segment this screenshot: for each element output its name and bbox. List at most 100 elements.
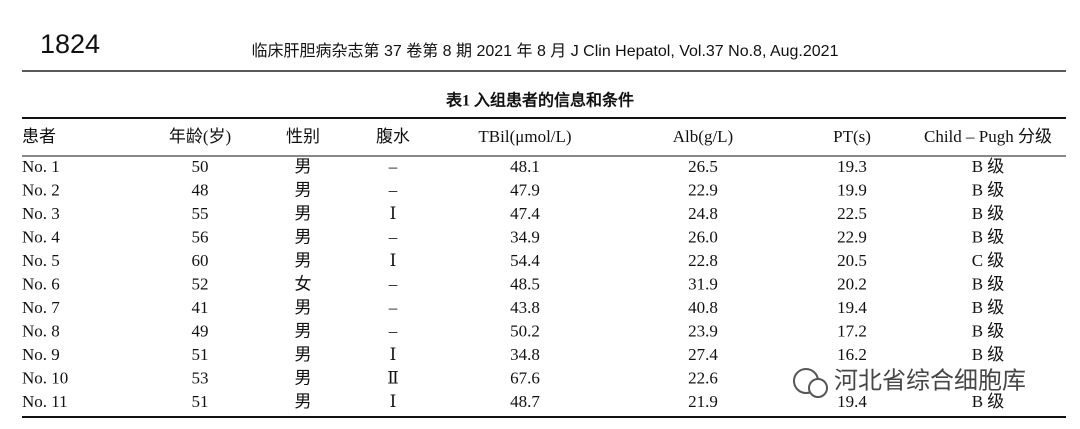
cell: 男 [295, 392, 312, 411]
cell: C 级 [972, 251, 1005, 270]
column-header: Alb(g/L) [673, 127, 733, 146]
cell: 47.9 [510, 180, 540, 199]
cell: 49 [192, 321, 209, 340]
cell: No. 8 [22, 321, 60, 340]
cell: Ⅰ [390, 392, 397, 411]
cell: 19.4 [837, 298, 867, 317]
cell: 女 [295, 274, 312, 293]
cell: 19.9 [837, 180, 867, 199]
cell: B 级 [972, 204, 1005, 223]
cell: 34.8 [510, 345, 540, 364]
cell: No. 3 [22, 204, 60, 223]
cell: No. 9 [22, 345, 60, 364]
cell: 34.9 [510, 227, 540, 246]
cell: 20.5 [837, 251, 867, 270]
cell: 19.3 [837, 157, 867, 176]
cell: 53 [192, 368, 209, 387]
cell: 20.2 [837, 274, 867, 293]
cell: B 级 [972, 298, 1005, 317]
cell: 22.5 [837, 204, 867, 223]
cell: No. 7 [22, 298, 60, 317]
cell: 男 [295, 368, 312, 387]
cell: 26.0 [688, 227, 718, 246]
cell: – [388, 321, 398, 340]
cell: 24.8 [688, 204, 718, 223]
cell: – [388, 298, 398, 317]
cell: No. 2 [22, 180, 60, 199]
cell: 43.8 [510, 298, 540, 317]
cell: 41 [192, 298, 209, 317]
cell: 16.2 [837, 345, 867, 364]
cell: 23.9 [688, 321, 718, 340]
watermark: 河北省综合细胞库 [793, 366, 1028, 398]
page-number: 1824 [40, 29, 100, 59]
cell: – [388, 274, 398, 293]
cell: No. 1 [22, 157, 60, 176]
cell: 22.8 [688, 251, 718, 270]
cell: B 级 [972, 227, 1005, 246]
cell: – [388, 227, 398, 246]
cell: No. 10 [22, 368, 68, 387]
cell: 男 [295, 204, 312, 223]
cell: 40.8 [688, 298, 718, 317]
watermark-text: 河北省综合细胞库 [834, 367, 1026, 394]
cell: 31.9 [688, 274, 718, 293]
cell: 50.2 [510, 321, 540, 340]
cell: 27.4 [688, 345, 718, 364]
cell: B 级 [972, 180, 1005, 199]
column-header: TBil(μmol/L) [478, 127, 571, 146]
cell: – [388, 157, 398, 176]
column-header: 患者 [22, 127, 56, 146]
cell: 19.4 [837, 392, 867, 411]
cell: B 级 [972, 392, 1005, 411]
cell: 男 [295, 251, 312, 270]
column-header: PT(s) [833, 127, 871, 146]
cell: 48.5 [510, 274, 540, 293]
cell: 67.6 [510, 368, 540, 387]
cell: 26.5 [688, 157, 718, 176]
cell: B 级 [972, 274, 1005, 293]
cell: 男 [295, 157, 312, 176]
cell: 54.4 [510, 251, 540, 270]
cell: 52 [192, 274, 209, 293]
cell: 21.9 [688, 392, 718, 411]
cell: B 级 [972, 345, 1005, 364]
cell: 男 [295, 321, 312, 340]
cell: 22.6 [688, 368, 718, 387]
cell: No. 11 [22, 392, 68, 411]
cell: No. 5 [22, 251, 60, 270]
cell: No. 4 [22, 227, 60, 246]
cell: 48.7 [510, 392, 540, 411]
column-header: 性别 [286, 127, 320, 146]
cell: 51 [192, 392, 209, 411]
cell: 50 [192, 157, 209, 176]
cell: 60 [192, 251, 209, 270]
cell: 男 [295, 180, 312, 199]
cell: No. 6 [22, 274, 60, 293]
cell: 55 [192, 204, 209, 223]
column-header: Child – Pugh 分级 [924, 127, 1052, 146]
cell: B 级 [972, 321, 1005, 340]
cell: Ⅰ [390, 204, 397, 223]
journal-header: 临床肝胆病杂志第 37 卷第 8 期 2021 年 8 月 J Clin Hep… [252, 42, 839, 60]
cell: Ⅱ [387, 368, 399, 387]
cell: 48.1 [510, 157, 540, 176]
cell: B 级 [972, 157, 1005, 176]
cell: 男 [295, 227, 312, 246]
cell: 男 [295, 298, 312, 317]
column-header: 腹水 [376, 127, 410, 146]
cell: 47.4 [510, 204, 540, 223]
cell: Ⅰ [390, 345, 397, 364]
cell: Ⅰ [390, 251, 397, 270]
cell: 男 [295, 345, 312, 364]
cell: 17.2 [837, 321, 867, 340]
cell: 48 [192, 180, 209, 199]
cell: 51 [192, 345, 209, 364]
cell: 56 [192, 227, 209, 246]
table-title: 表1 入组患者的信息和条件 [445, 91, 634, 110]
cell: 22.9 [688, 180, 718, 199]
cell: 22.9 [837, 227, 867, 246]
column-header: 年龄(岁) [169, 127, 231, 146]
